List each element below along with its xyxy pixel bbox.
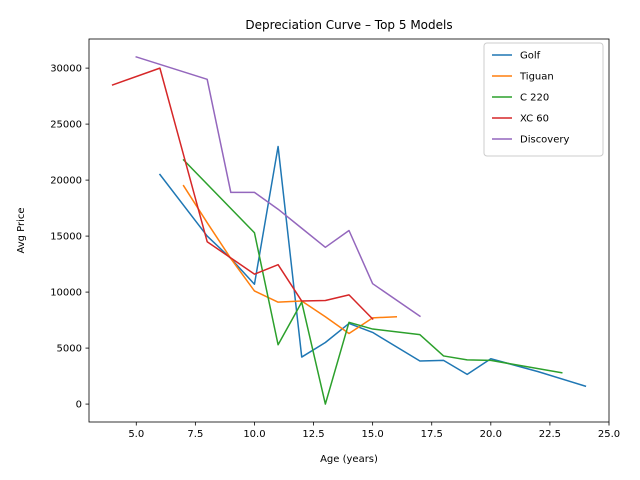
x-tick-label: 22.5: [539, 429, 561, 440]
x-tick-label: 15.0: [362, 429, 384, 440]
legend-label-tiguan: Tiguan: [519, 72, 554, 83]
y-tick-label: 5000: [57, 344, 82, 355]
x-tick-label: 25.0: [598, 429, 620, 440]
y-tick-label: 15000: [50, 232, 82, 243]
series-line-discovery: [135, 55, 421, 318]
y-axis-label: Avg Price: [16, 207, 27, 253]
y-axis: 0 5000 10000 15000 20000 25000 30000: [50, 64, 89, 411]
legend-label-discovery: Discovery: [520, 135, 569, 146]
x-axis-label: Age (years): [320, 454, 378, 465]
legend-label-golf: Golf: [520, 51, 541, 62]
x-tick-label: 20.0: [480, 429, 502, 440]
series-line-golf: [158, 145, 587, 388]
y-tick-label: 25000: [50, 120, 82, 131]
y-tick-label: 30000: [50, 64, 82, 75]
x-tick-label: 7.5: [187, 429, 203, 440]
y-tick-label: 0: [76, 400, 82, 411]
x-tick-label: 5.0: [128, 429, 144, 440]
y-tick-label: 20000: [50, 176, 82, 187]
chart-title: Depreciation Curve – Top 5 Models: [245, 18, 452, 32]
x-tick-label: 10.0: [243, 429, 265, 440]
x-tick-label: 12.5: [302, 429, 324, 440]
x-tick-label: 17.5: [421, 429, 443, 440]
series-line-xc-60: [111, 67, 374, 321]
x-axis: 5.0 7.5 10.0 12.5 15.0 17.5 20.0 22.5 25.0: [128, 422, 620, 440]
plot-frame: [88, 38, 610, 423]
plot-area: [111, 55, 587, 405]
series-line-c-220: [182, 158, 563, 405]
legend: Golf Tiguan C 220 XC 60 Discovery: [483, 42, 604, 157]
legend-label-c-220: C 220: [520, 93, 549, 104]
y-tick-label: 10000: [50, 288, 82, 299]
legend-box: [483, 42, 604, 157]
legend-label-xc-60: XC 60: [520, 114, 549, 125]
